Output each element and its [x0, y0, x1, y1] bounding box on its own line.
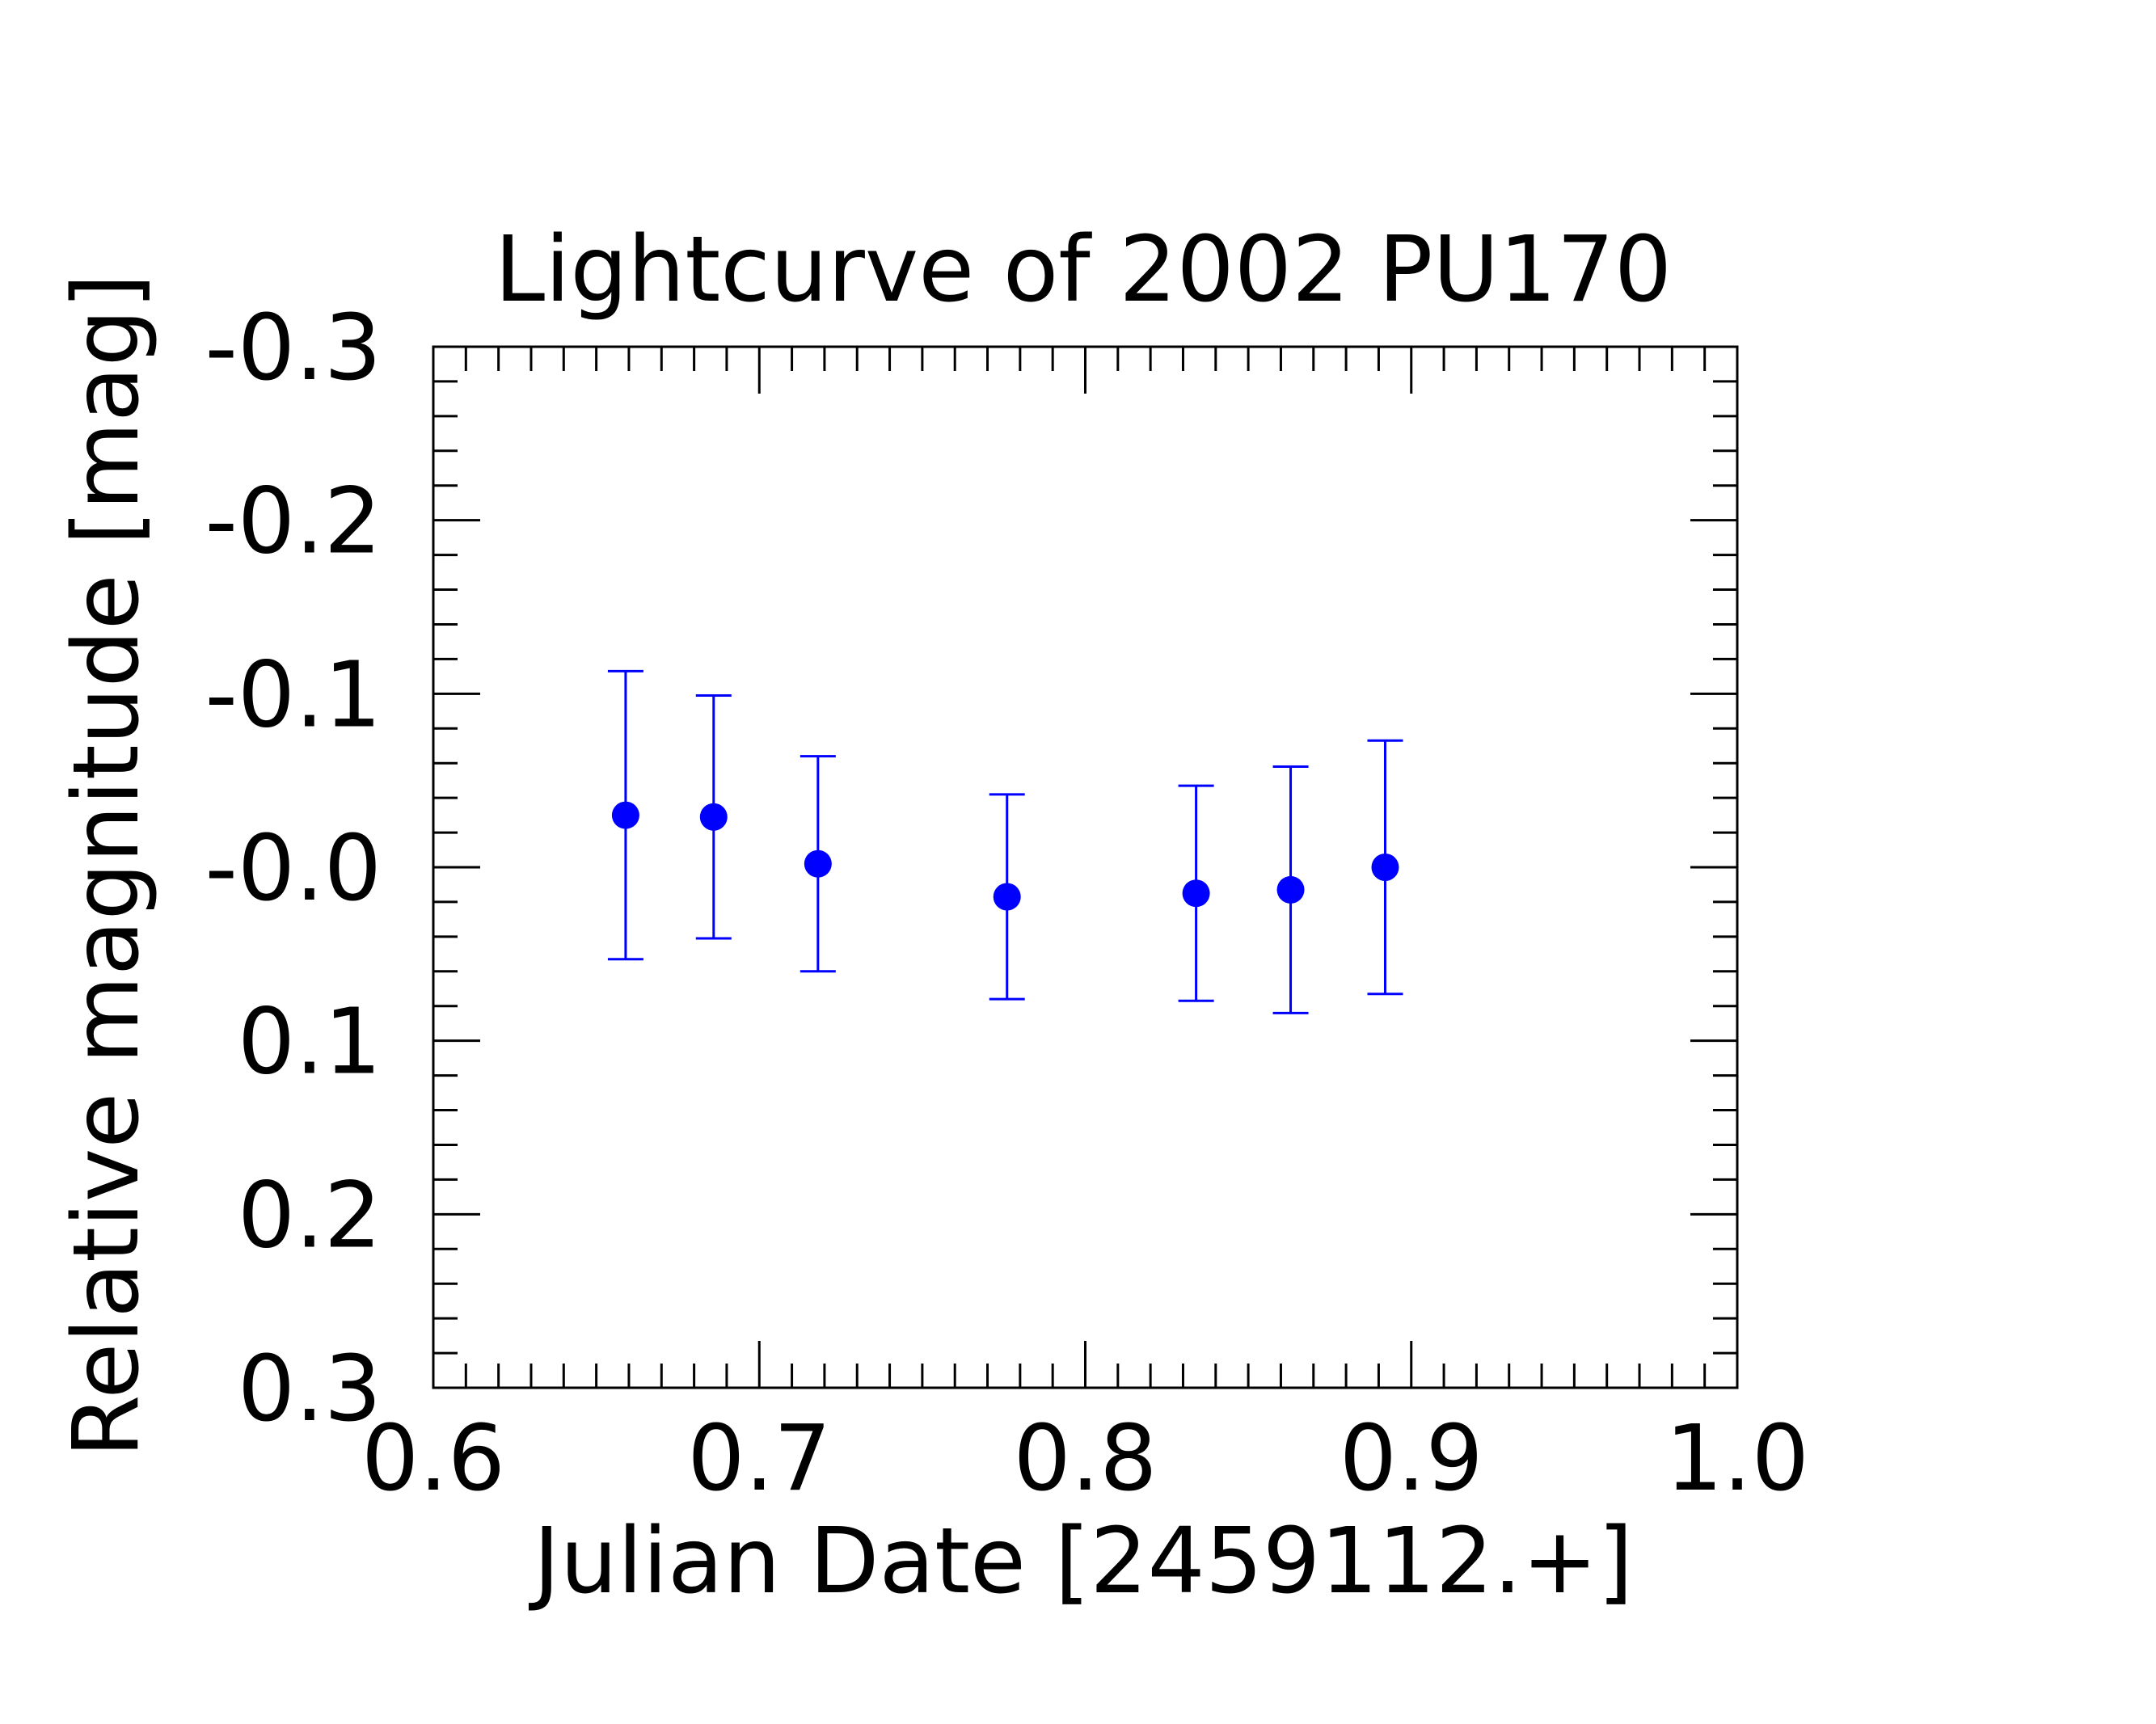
y-axis-label: Relative magnitude [mag]	[54, 274, 159, 1458]
data-point-group	[989, 793, 1025, 1001]
data-point	[993, 883, 1021, 911]
plot-frame	[432, 345, 1739, 1389]
y-tick-label: -0.0	[205, 816, 382, 921]
x-tick-label: 0.9	[1340, 1406, 1483, 1511]
y-tick-label: 0.2	[238, 1163, 382, 1268]
tick-labels: 0.6 0.7 0.8 0.9 1.0 -0.3 -0.2 -0.1 -0.0 0.1 0.2 0.3	[205, 296, 1809, 1511]
data-point	[1182, 879, 1210, 908]
y-tick-label: 0.3	[238, 1337, 382, 1442]
y-tick-label: -0.1	[205, 643, 382, 748]
data-point	[804, 849, 832, 878]
x-axis-label: Julian Date [2459112.+]	[529, 1509, 1633, 1614]
data-series	[607, 669, 1403, 1014]
data-point-group	[800, 755, 836, 973]
x-tick-label: 1.0	[1665, 1406, 1809, 1511]
data-point	[1276, 875, 1305, 904]
data-point-group	[1178, 784, 1214, 1002]
x-tick-label: 0.7	[687, 1406, 831, 1511]
data-point-group	[1272, 765, 1309, 1014]
data-point	[699, 803, 728, 831]
y-tick-label: 0.1	[238, 990, 382, 1095]
chart-title: Lightcurve of 2002 PU170	[495, 217, 1672, 322]
data-point-group	[607, 669, 643, 961]
data-point	[1371, 854, 1399, 881]
data-point-group	[695, 693, 732, 940]
y-tick-label: -0.2	[205, 470, 382, 575]
data-point	[611, 801, 639, 829]
axis-ticks	[432, 345, 1739, 1389]
y-tick-label: -0.3	[205, 296, 382, 401]
data-point-group	[1367, 739, 1403, 996]
x-tick-label: 0.6	[361, 1406, 505, 1511]
x-tick-label: 0.8	[1013, 1406, 1157, 1511]
